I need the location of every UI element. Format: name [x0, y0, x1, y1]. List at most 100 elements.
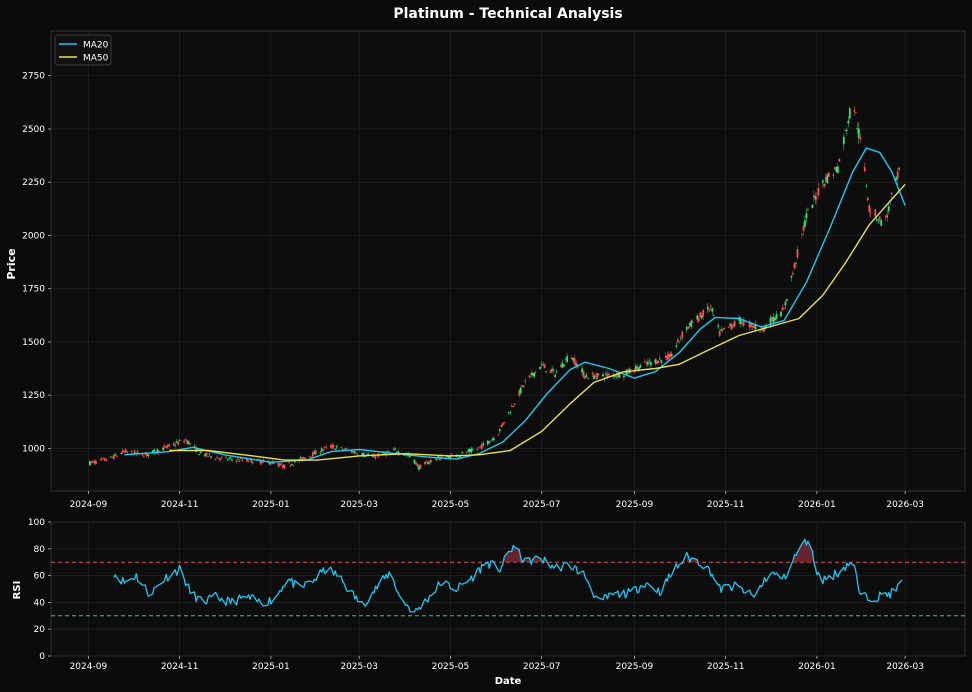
price-tick-label-y: 2250	[22, 178, 45, 188]
candle-body	[283, 464, 286, 469]
candle-body	[805, 213, 808, 219]
candlestick	[465, 450, 468, 454]
candle-body	[821, 180, 824, 183]
candlestick	[103, 457, 106, 462]
candlestick	[114, 452, 117, 456]
chart-title: Platinum - Technical Analysis	[393, 6, 622, 22]
candlestick	[792, 270, 794, 276]
candlestick	[709, 304, 712, 310]
candlestick	[503, 422, 506, 424]
candle-body	[195, 447, 198, 452]
candle-body	[395, 452, 398, 454]
candle-body	[802, 225, 805, 232]
candlestick	[392, 446, 395, 451]
candlestick	[512, 404, 515, 408]
candlestick	[488, 441, 491, 444]
rsi-series	[113, 538, 903, 613]
candlestick	[823, 183, 826, 189]
candle-body	[555, 371, 558, 373]
candle-body	[199, 451, 202, 454]
candle-body	[497, 434, 500, 436]
candle-body	[543, 364, 546, 369]
candlestick	[717, 322, 720, 330]
candlestick	[596, 372, 598, 383]
candle-body	[456, 457, 459, 459]
candle-body	[608, 373, 610, 376]
price-tick-label-x: 2025-07	[523, 500, 561, 510]
candle-body	[587, 378, 589, 380]
candlestick	[486, 439, 489, 447]
candle-body	[811, 204, 814, 209]
candle-body	[471, 449, 474, 451]
candle-body	[635, 365, 637, 370]
candlestick	[522, 385, 525, 388]
price-tick-label-x: 2025-03	[340, 500, 378, 510]
candlestick	[801, 233, 803, 239]
candlestick	[217, 458, 220, 459]
candle-body	[341, 449, 344, 451]
candlestick	[178, 438, 181, 442]
candlestick	[543, 363, 546, 369]
candlestick	[533, 372, 536, 379]
candle-body	[898, 167, 901, 171]
candle-body	[409, 455, 411, 457]
candle-body	[362, 452, 365, 457]
candlestick	[534, 371, 537, 375]
candle-body	[231, 459, 233, 461]
candle-body	[563, 364, 565, 366]
candle-body	[207, 455, 209, 457]
candlestick	[563, 364, 565, 368]
candle-body	[216, 457, 218, 458]
candlestick	[470, 446, 473, 455]
candlestick	[320, 446, 323, 453]
candle-body	[742, 320, 745, 326]
candle-body	[302, 457, 305, 459]
candle-body	[121, 450, 124, 453]
candle-body	[549, 369, 552, 374]
candle-body	[675, 345, 678, 347]
candle-body	[237, 458, 239, 460]
candlestick	[325, 444, 328, 450]
candlestick	[667, 350, 670, 360]
candlestick	[419, 464, 422, 469]
candlestick	[528, 375, 531, 379]
candle-body	[142, 456, 145, 458]
candlestick	[168, 443, 171, 448]
candlestick	[838, 157, 841, 163]
candlestick	[259, 458, 262, 466]
candlestick	[521, 384, 524, 388]
candlestick	[476, 447, 479, 452]
price-grid	[51, 31, 965, 491]
candlestick	[109, 456, 112, 458]
candle-body	[594, 376, 597, 378]
candlestick	[153, 448, 156, 456]
candle-body	[709, 305, 712, 307]
candlestick	[105, 457, 108, 463]
candle-body	[804, 220, 806, 227]
candle-body	[702, 309, 705, 317]
candle-body	[439, 457, 441, 461]
candle-body	[786, 299, 788, 301]
candlestick	[210, 455, 212, 460]
candle-body	[246, 458, 248, 462]
candle-body	[708, 309, 711, 312]
candlestick	[136, 449, 139, 454]
candlestick	[283, 464, 286, 470]
candle-body	[720, 329, 723, 331]
candlestick	[468, 447, 471, 455]
candle-body	[769, 317, 772, 326]
candle-body	[540, 363, 543, 365]
candlestick	[91, 459, 94, 464]
candlestick	[425, 459, 428, 463]
candlestick	[524, 378, 527, 385]
candlestick	[322, 449, 325, 453]
candlestick	[115, 454, 118, 458]
candlestick	[624, 372, 627, 374]
candlestick	[428, 460, 431, 465]
price-tick-label-y: 1500	[22, 338, 45, 348]
candle-body	[813, 195, 815, 197]
candlestick	[195, 445, 198, 454]
candlestick	[518, 388, 521, 398]
candlestick	[430, 457, 432, 465]
